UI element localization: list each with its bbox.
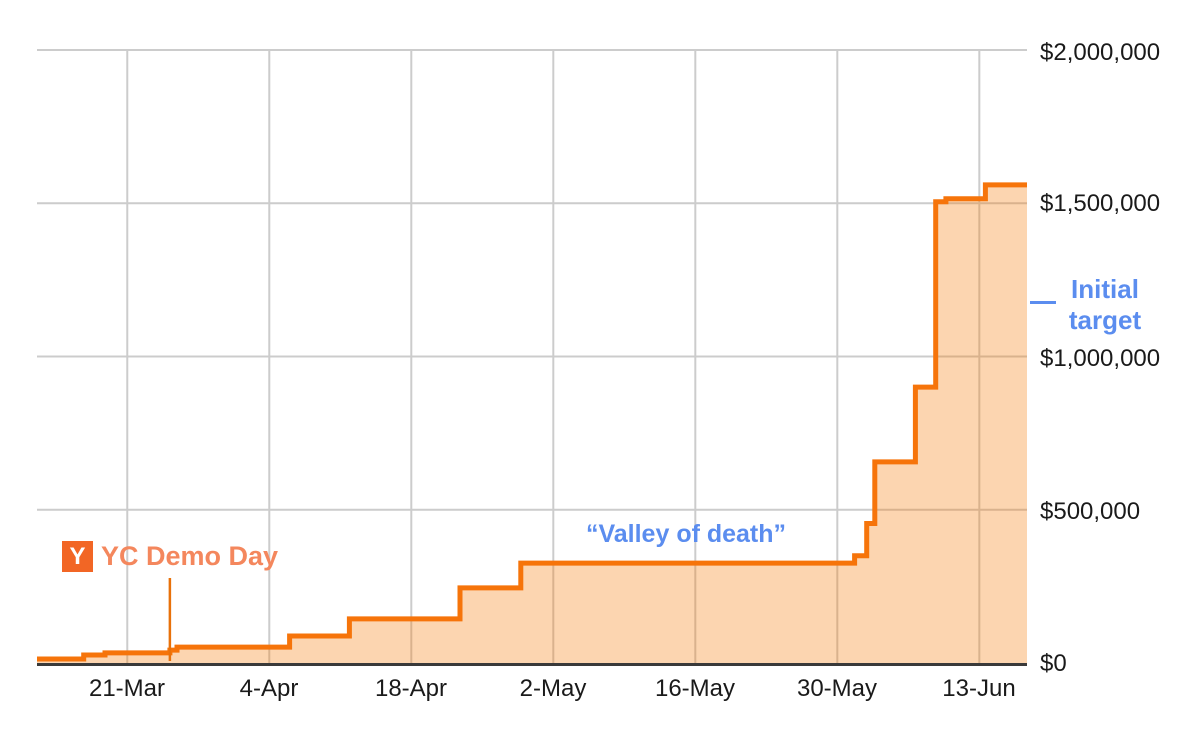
x-axis-label: 18-Apr bbox=[374, 675, 448, 702]
x-axis-label: 30-May bbox=[796, 675, 878, 702]
initial-target-tick bbox=[1030, 301, 1056, 304]
y-axis-label: $2,000,000 bbox=[1040, 39, 1161, 66]
y-axis-label: $1,000,000 bbox=[1040, 345, 1161, 372]
valley-of-death-label: “Valley of death” bbox=[585, 520, 787, 548]
yc-logo-icon: Y bbox=[62, 541, 93, 572]
x-axis-label: 4-Apr bbox=[239, 675, 299, 702]
y-axis-label: $500,000 bbox=[1040, 498, 1141, 525]
x-axis-label: 2-May bbox=[519, 675, 587, 702]
initial-target-label: Initial target bbox=[1040, 274, 1170, 336]
y-axis-label: $1,500,000 bbox=[1040, 190, 1161, 217]
x-axis-label: 13-Jun bbox=[942, 675, 1016, 702]
x-axis-label: 16-May bbox=[654, 675, 736, 702]
y-axis-label: $0 bbox=[1040, 650, 1067, 677]
initial-target-line2: target bbox=[1068, 305, 1142, 335]
initial-target-line1: Initial bbox=[1071, 274, 1139, 304]
demo-day-label: YC Demo Day bbox=[101, 541, 279, 571]
x-axis-label: 21-Mar bbox=[88, 675, 166, 702]
